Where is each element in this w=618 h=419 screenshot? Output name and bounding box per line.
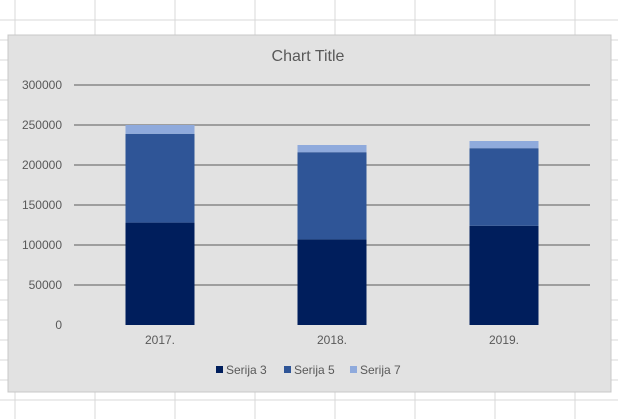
- x-tick-label: 2018.: [317, 333, 347, 347]
- legend-swatch: [350, 366, 357, 373]
- legend-label: Serija 5: [294, 363, 335, 377]
- bar-serija-3-2[interactable]: [297, 239, 367, 325]
- bar-serija-7-1[interactable]: [125, 125, 195, 134]
- y-tick-label: 250000: [22, 118, 62, 132]
- bar-serija-3-1[interactable]: [125, 222, 195, 325]
- bar-serija-5-3[interactable]: [469, 148, 539, 226]
- bar-serija-5-2[interactable]: [297, 152, 367, 240]
- legend-swatch: [216, 366, 223, 373]
- y-tick-label: 0: [55, 318, 62, 332]
- y-tick-label: 200000: [22, 158, 62, 172]
- bar-series: [125, 125, 539, 325]
- legend-swatch: [284, 366, 291, 373]
- y-axis-tick-labels: 0 50000 100000 150000 200000 250000 300000: [22, 78, 62, 332]
- y-tick-label: 300000: [22, 78, 62, 92]
- bar-serija-7-2[interactable]: [297, 145, 367, 153]
- y-tick-label: 100000: [22, 238, 62, 252]
- x-tick-label: 2017.: [145, 333, 175, 347]
- y-tick-label: 50000: [29, 278, 63, 292]
- legend: Serija 3 Serija 5 Serija 7: [216, 363, 401, 377]
- bar-serija-5-1[interactable]: [125, 133, 195, 223]
- y-tick-label: 150000: [22, 198, 62, 212]
- x-axis-tick-labels: 2017. 2018. 2019.: [145, 333, 519, 347]
- chart-title[interactable]: Chart Title: [272, 48, 345, 65]
- x-tick-label: 2019.: [489, 333, 519, 347]
- bar-serija-7-3[interactable]: [469, 141, 539, 149]
- legend-label: Serija 7: [360, 363, 401, 377]
- legend-label: Serija 3: [226, 363, 267, 377]
- bar-serija-3-3[interactable]: [469, 225, 539, 325]
